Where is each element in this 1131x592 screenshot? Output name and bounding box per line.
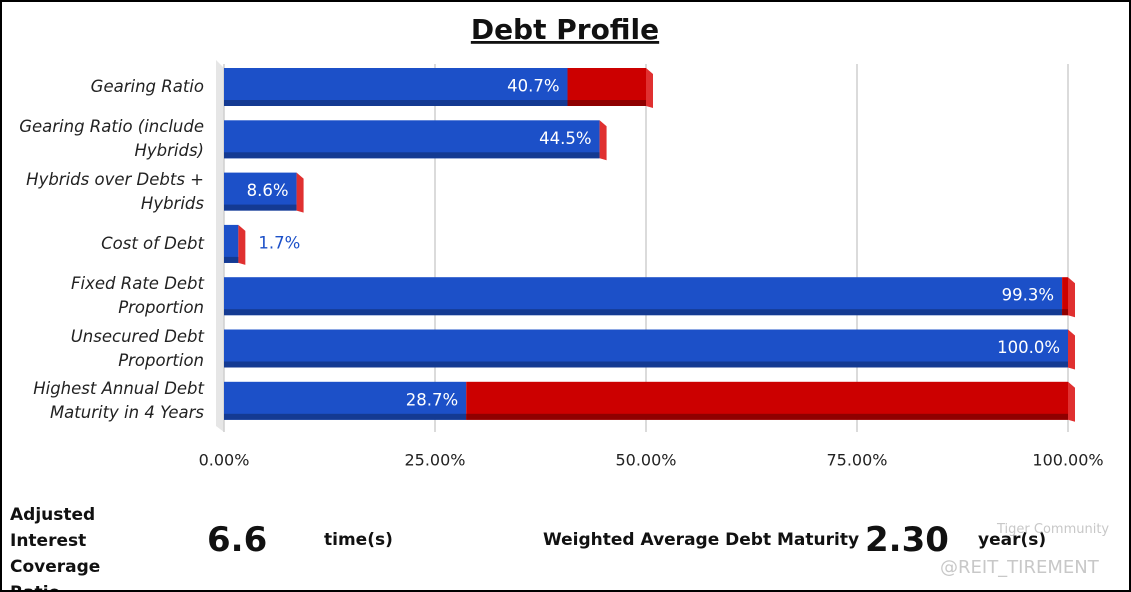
icr-label: Adjusted Interest Coverage Ratio (10, 505, 101, 590)
y-tick-label: Cost of Debt (101, 233, 204, 253)
bar-cap (296, 172, 304, 213)
x-tick-label: 100.00% (1032, 451, 1103, 470)
value-label: 44.5% (539, 129, 591, 148)
bar-shade (224, 361, 1068, 368)
bar-cap (1068, 381, 1075, 422)
axis-wall (216, 60, 224, 432)
bar-shade (224, 204, 297, 211)
bar-shade (567, 100, 646, 106)
bar (224, 68, 568, 106)
bar (224, 120, 600, 159)
icr-unit: time(s) (324, 530, 393, 550)
bar-shade (1062, 309, 1068, 316)
bar (1062, 277, 1068, 316)
bar-shade (224, 413, 467, 420)
bar (224, 224, 239, 263)
value-label: 100.0% (997, 338, 1060, 357)
bar-cap (238, 224, 246, 265)
y-tick-label: Gearing Ratio (90, 77, 204, 96)
bar-shade (224, 152, 600, 159)
y-tick-label: Gearing Ratio (include Hybrids) (19, 117, 204, 161)
wadm-value: 2.30 (865, 520, 949, 560)
value-label: 28.7% (406, 390, 458, 409)
y-tick-label: Unsecured Debt Proportion (70, 326, 204, 370)
bar (224, 381, 467, 420)
x-tick-label: 25.00% (404, 451, 465, 470)
value-label: 40.7% (507, 77, 559, 96)
x-tick-label: 50.00% (615, 451, 676, 470)
bar (567, 68, 646, 106)
bar-shade (224, 309, 1063, 316)
icr-value: 6.6 (207, 520, 268, 560)
wadm-label: Weighted Average Debt Maturity (543, 530, 860, 550)
watermark-handle: @REIT_TIREMENT (940, 557, 1099, 578)
bar-cap (646, 68, 653, 108)
bar-shade (224, 100, 568, 106)
x-tick-label: 75.00% (826, 451, 887, 470)
bar-shade (224, 256, 239, 263)
bar (224, 277, 1063, 316)
value-label: 1.7% (258, 233, 300, 252)
y-tick-label: Highest Annual Debt Maturity in 4 Years (33, 378, 204, 422)
bar-cap (1068, 329, 1075, 370)
bar-cap (1068, 277, 1075, 318)
watermark: Tiger Community (997, 522, 1110, 537)
bar (466, 381, 1068, 420)
chart-title: Debt Profile (471, 13, 659, 46)
bar (224, 172, 297, 211)
x-tick-label: 0.00% (199, 451, 250, 470)
wadm-unit: year(s) (978, 530, 1047, 550)
value-label: 99.3% (1002, 286, 1054, 305)
bar-shade (466, 413, 1068, 420)
value-label: 8.6% (247, 181, 289, 200)
bar (224, 329, 1068, 368)
bar-cap (599, 120, 607, 161)
y-tick-label: Fixed Rate Debt Proportion (71, 274, 204, 318)
y-tick-label: Hybrids over Debts + Hybrids (26, 169, 204, 213)
